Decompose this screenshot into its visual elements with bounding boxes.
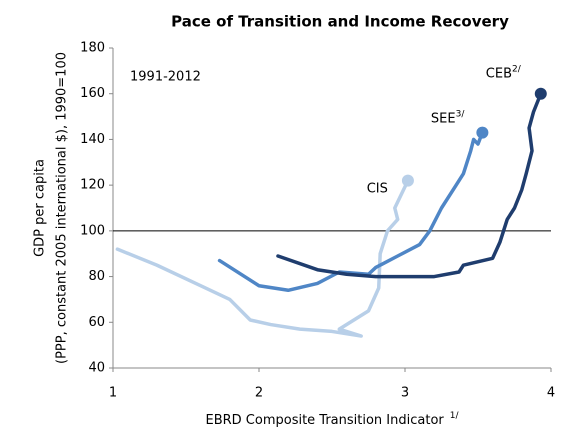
y-tick-label: 160 bbox=[80, 86, 105, 101]
y-tick-label: 40 bbox=[88, 361, 105, 376]
x-tick-label: 3 bbox=[401, 386, 409, 401]
x-axis-label-text: EBRD Composite Transition Indicator bbox=[205, 413, 444, 428]
series-label-name: CIS bbox=[367, 181, 388, 196]
series-line bbox=[115, 178, 410, 338]
series-label-name: SEE bbox=[431, 111, 456, 126]
y-tick-label: 100 bbox=[80, 223, 105, 238]
series-label-name: CEB bbox=[486, 66, 512, 81]
x-tick-label: 1 bbox=[109, 386, 117, 401]
y-tick-label: 120 bbox=[80, 178, 105, 193]
y-axis-label: GDP per capita bbox=[33, 159, 48, 257]
series-label-note: 3/ bbox=[456, 109, 466, 119]
series-line bbox=[217, 130, 485, 293]
y-tick-label: 140 bbox=[80, 132, 105, 147]
series-label: CEB2/ bbox=[486, 64, 522, 81]
y-tick-label: 60 bbox=[88, 315, 105, 330]
series-label: CIS bbox=[367, 181, 388, 196]
annotation: 1991-2012 bbox=[130, 70, 201, 85]
end-marker bbox=[401, 174, 414, 187]
x-tick-label: 2 bbox=[255, 386, 263, 401]
x-tick-label: 4 bbox=[547, 386, 555, 401]
chart-title: Pace of Transition and Income Recovery bbox=[171, 13, 509, 31]
series-label: SEE3/ bbox=[431, 109, 465, 126]
series-label-note: 2/ bbox=[512, 64, 522, 74]
x-axis-label: EBRD Composite Transition Indicator 1/ bbox=[205, 411, 459, 428]
series-line bbox=[276, 91, 543, 279]
end-marker bbox=[476, 126, 489, 139]
y-axis-label: (PPP, constant 2005 international $), 19… bbox=[55, 52, 70, 364]
y-tick-label: 180 bbox=[80, 41, 105, 56]
x-axis-label-note: 1/ bbox=[450, 411, 460, 421]
end-marker bbox=[534, 87, 547, 100]
y-tick-label: 80 bbox=[88, 269, 105, 284]
